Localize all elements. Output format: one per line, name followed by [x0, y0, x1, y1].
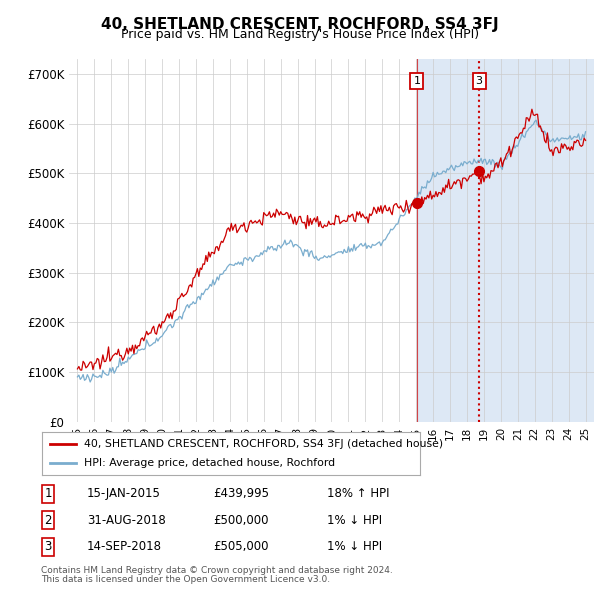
Text: Price paid vs. HM Land Registry's House Price Index (HPI): Price paid vs. HM Land Registry's House …	[121, 28, 479, 41]
Text: 1: 1	[44, 487, 52, 500]
Text: £439,995: £439,995	[213, 487, 269, 500]
Text: 3: 3	[476, 76, 482, 86]
Text: 3: 3	[44, 540, 52, 553]
Text: 31-AUG-2018: 31-AUG-2018	[87, 514, 166, 527]
Bar	[417, 59, 600, 422]
Text: 1% ↓ HPI: 1% ↓ HPI	[327, 540, 382, 553]
Text: 40, SHETLAND CRESCENT, ROCHFORD, SS4 3FJ (detached house): 40, SHETLAND CRESCENT, ROCHFORD, SS4 3FJ…	[83, 440, 443, 450]
Text: 15-JAN-2015: 15-JAN-2015	[87, 487, 161, 500]
Text: £505,000: £505,000	[213, 540, 269, 553]
Text: Contains HM Land Registry data © Crown copyright and database right 2024.: Contains HM Land Registry data © Crown c…	[41, 566, 392, 575]
Text: £500,000: £500,000	[213, 514, 269, 527]
Text: 2: 2	[44, 514, 52, 527]
Text: HPI: Average price, detached house, Rochford: HPI: Average price, detached house, Roch…	[83, 458, 335, 468]
Text: This data is licensed under the Open Government Licence v3.0.: This data is licensed under the Open Gov…	[41, 575, 330, 584]
Text: 1% ↓ HPI: 1% ↓ HPI	[327, 514, 382, 527]
Text: 18% ↑ HPI: 18% ↑ HPI	[327, 487, 389, 500]
Text: 40, SHETLAND CRESCENT, ROCHFORD, SS4 3FJ: 40, SHETLAND CRESCENT, ROCHFORD, SS4 3FJ	[101, 17, 499, 31]
Text: 1: 1	[413, 76, 421, 86]
Text: 14-SEP-2018: 14-SEP-2018	[87, 540, 162, 553]
